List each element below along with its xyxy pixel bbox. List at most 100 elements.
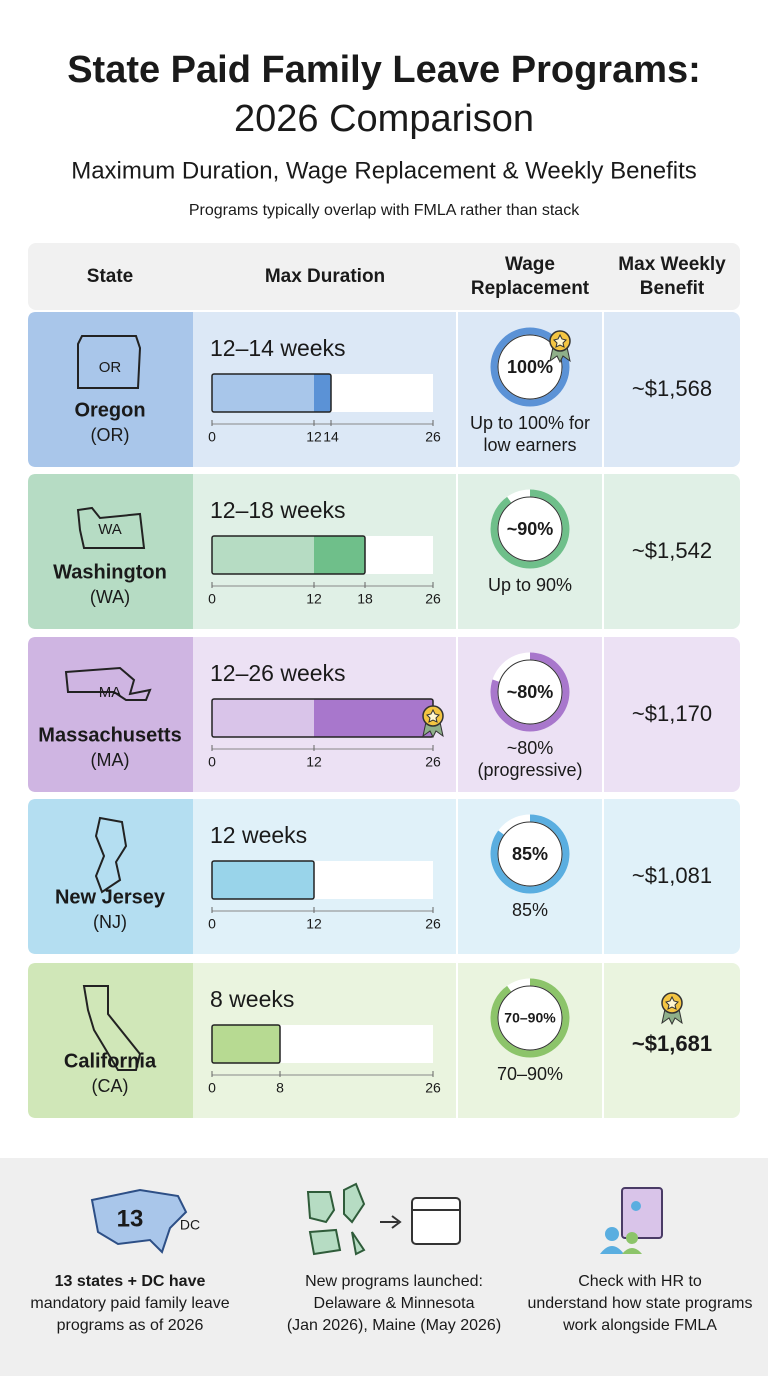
state-cell (28, 474, 193, 629)
footer-text: work alongside FMLA (562, 1317, 717, 1334)
wage-note: ~80% (507, 738, 554, 758)
duration-label: 12–18 weeks (210, 497, 346, 523)
footer-text: (Jan 2026), Maine (May 2026) (287, 1317, 501, 1334)
duration-bar (314, 536, 365, 574)
state-code: (NJ) (93, 912, 127, 932)
duration-bar (212, 861, 314, 899)
badge-star (665, 995, 679, 1010)
tick-label: 12 (306, 916, 322, 932)
tick-label: 0 (208, 754, 216, 770)
wage-note: (progressive) (477, 760, 582, 780)
column-header: Benefit (640, 278, 705, 299)
tick-label: 26 (425, 754, 441, 770)
wage-ring (490, 978, 570, 1058)
state-name: Washington (53, 561, 167, 583)
duration-label: 12–26 weeks (210, 660, 346, 686)
column-header: Wage (505, 254, 555, 275)
tick-label: 26 (425, 429, 441, 445)
column-header: Max Weekly (618, 254, 726, 275)
duration-label: 8 weeks (210, 986, 294, 1012)
tick-label: 0 (208, 591, 216, 607)
state-code: (CA) (92, 1076, 129, 1096)
wage-ring-label: 100% (507, 357, 553, 377)
wage-ring (490, 489, 570, 569)
tick-label: 0 (208, 916, 216, 932)
state-name: New Jersey (55, 886, 166, 908)
hr-icon (600, 1187, 663, 1254)
tick-label: 12 (306, 754, 322, 770)
column-header: State (87, 266, 133, 287)
tick-label: 8 (276, 1080, 284, 1096)
state-cell (28, 637, 193, 792)
footer-text: 13 states + DC have (55, 1273, 206, 1290)
tick-label: 12 (306, 591, 322, 607)
bar-outline (211, 373, 332, 413)
bar-outline (211, 535, 366, 575)
duration-bar (212, 1025, 280, 1063)
tick-label: 26 (425, 591, 441, 607)
footer-text: Check with HR to (578, 1273, 702, 1290)
wage-ring (490, 652, 570, 732)
ring-inner (497, 821, 563, 887)
state-outline (64, 666, 152, 701)
badge-ribbon (661, 1008, 683, 1026)
duration-label: 12 weeks (210, 822, 307, 848)
badge-star (553, 333, 567, 348)
tick-label: 12 (306, 429, 322, 445)
footer-text: New programs launched: (305, 1273, 483, 1290)
tick-label: 0 (208, 1080, 216, 1096)
state-abbr: MA (99, 684, 122, 701)
state-code: (OR) (91, 425, 130, 445)
badge-star (426, 708, 440, 723)
badge-ribbon (549, 346, 571, 364)
duration-bar (212, 536, 314, 574)
state-outline (94, 816, 128, 894)
state-name: Oregon (74, 399, 145, 421)
tick-label: 14 (323, 429, 339, 445)
wage-ring-label: ~90% (507, 519, 554, 539)
map-number: 13 (117, 1205, 144, 1232)
usa-map-icon (90, 1188, 188, 1254)
title: State Paid Family Leave Programs: (67, 49, 701, 91)
bar-outline (211, 860, 315, 900)
wage-ring-label: ~80% (507, 682, 554, 702)
state-outline (77, 335, 142, 389)
ring-inner (497, 659, 563, 725)
tick-label: 0 (208, 429, 216, 445)
footer-text: Delaware & Minnesota (314, 1295, 475, 1312)
tick-label: 26 (425, 916, 441, 932)
max-benefit: ~$1,170 (632, 701, 712, 726)
wage-note: low earners (483, 435, 576, 455)
wage-ring-label: 70–90% (504, 1010, 556, 1026)
wage-note: 85% (512, 900, 548, 920)
column-header: Max Duration (265, 266, 385, 287)
state-outline (76, 506, 146, 549)
max-benefit: ~$1,542 (632, 538, 712, 563)
note: Programs typically overlap with FMLA rat… (189, 202, 580, 219)
state-abbr: WA (98, 521, 122, 538)
footer-text: programs as of 2026 (57, 1317, 204, 1334)
subtitle: Maximum Duration, Wage Replacement & Wee… (71, 157, 697, 184)
footer-text: mandatory paid family leave (30, 1295, 229, 1312)
duration-bar (314, 699, 433, 737)
map-label: DC (180, 1217, 200, 1233)
tick-label: 26 (425, 1080, 441, 1096)
state-cell (28, 799, 193, 954)
duration-label: 12–14 weeks (210, 335, 346, 361)
state-cell (28, 312, 193, 467)
title: 2026 Comparison (234, 98, 534, 140)
state-name: Massachusetts (38, 724, 181, 746)
wage-ring-label: 85% (512, 844, 548, 864)
table-header (28, 243, 740, 310)
state-abbr: OR (99, 359, 122, 376)
wage-note: Up to 100% for (470, 413, 590, 433)
wage-note: 70–90% (497, 1064, 563, 1084)
wage-ring (490, 327, 570, 407)
wage-note: Up to 90% (488, 575, 572, 595)
bar-outline (211, 1024, 281, 1064)
state-code: (MA) (91, 750, 130, 770)
wage-ring (490, 814, 570, 894)
state-cell (28, 963, 193, 1118)
